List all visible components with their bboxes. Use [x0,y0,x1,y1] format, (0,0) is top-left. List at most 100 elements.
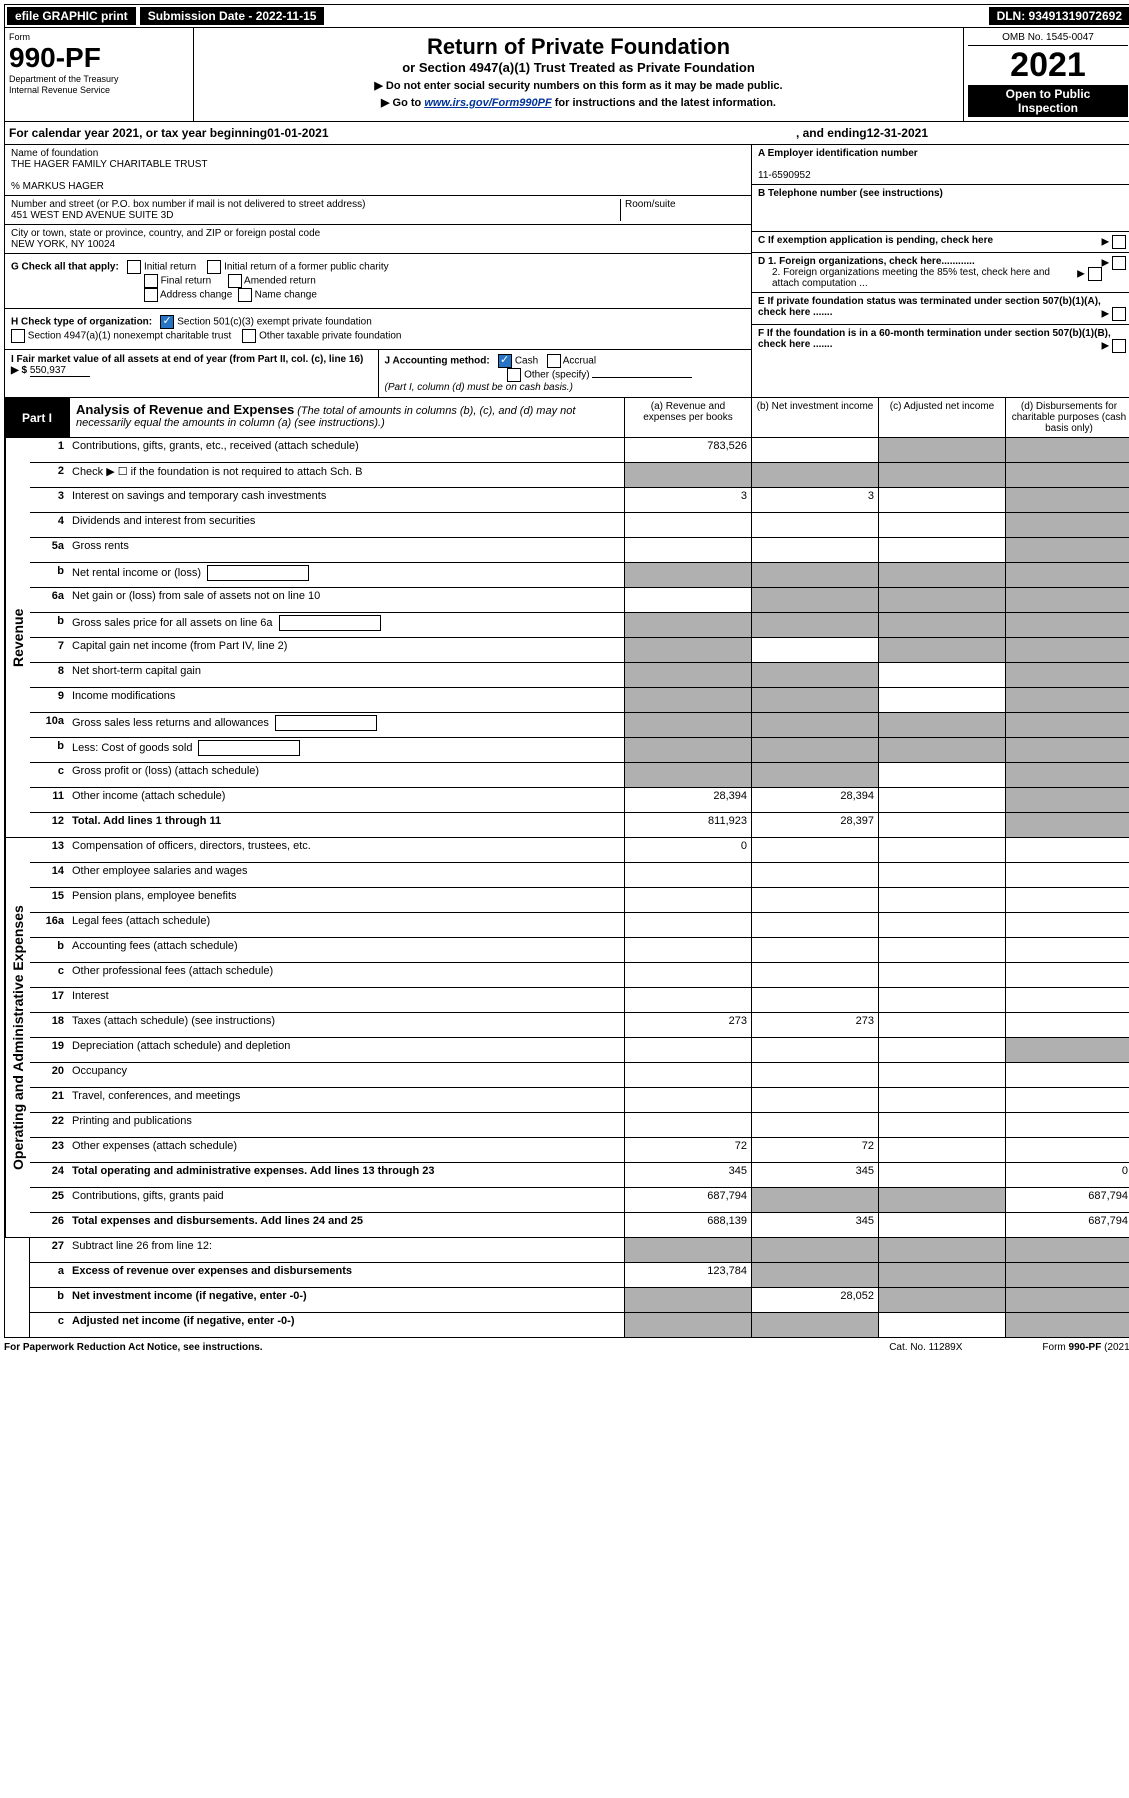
h-opt-2: Section 4947(a)(1) nonexempt charitable … [28,331,231,342]
line-number: 3 [30,488,68,512]
cell-a [624,988,751,1012]
cell-d [1005,763,1129,787]
c-checkbox[interactable] [1112,235,1126,249]
name-change-checkbox[interactable] [238,288,252,302]
cell-a: 273 [624,1013,751,1037]
cell-b: 3 [751,488,878,512]
col-a-head: (a) Revenue and expenses per books [624,398,751,437]
line-number: a [30,1263,68,1287]
col-c-head: (c) Adjusted net income [878,398,1005,437]
ssn-warning: ▶ Do not enter social security numbers o… [200,79,957,92]
e-checkbox[interactable] [1112,307,1126,321]
cell-c [878,1188,1005,1212]
line-desc: Other income (attach schedule) [68,788,624,812]
cell-c [878,638,1005,662]
line-desc: Income modifications [68,688,624,712]
d2-checkbox[interactable] [1088,267,1102,281]
4947a1-checkbox[interactable] [11,329,25,343]
year-block: OMB No. 1545-0047 2021 Open to PublicIns… [963,28,1129,121]
cell-b: 28,397 [751,813,878,837]
address-change-checkbox[interactable] [144,288,158,302]
line-desc: Other employee salaries and wages [68,863,624,887]
line-number: 5a [30,538,68,562]
cell-a [624,1063,751,1087]
line-desc: Total operating and administrative expen… [68,1163,624,1187]
entity-row: Name of foundation THE HAGER FAMILY CHAR… [4,145,1129,398]
line-27b: bNet investment income (if negative, ent… [30,1288,1129,1313]
d1-checkbox[interactable] [1112,256,1126,270]
line-number: 2 [30,463,68,487]
instructions-link[interactable]: www.irs.gov/Form990PF [424,97,551,109]
a-label: A Employer identification number [758,148,918,159]
caly-begin: 01-01-2021 [267,126,328,140]
cell-a [624,638,751,662]
cell-b [751,913,878,937]
revenue-side-label: Revenue [5,438,30,837]
cell-a [624,613,751,637]
line-16b: bAccounting fees (attach schedule) [30,938,1129,963]
cell-d [1005,1038,1129,1062]
cell-a [624,663,751,687]
cell-a [624,1088,751,1112]
cell-c [878,763,1005,787]
cell-c [878,563,1005,587]
efile-graphic-print-button[interactable]: efile GRAPHIC print [7,7,136,25]
cell-d: 687,794 [1005,1188,1129,1212]
c-label: C If exemption application is pending, c… [758,235,993,246]
part1-header: Part I Analysis of Revenue and Expenses … [4,398,1129,438]
cell-a: 345 [624,1163,751,1187]
form-number: 990-PF [9,42,189,74]
street-address: 451 WEST END AVENUE SUITE 3D [11,210,173,221]
f-checkbox[interactable] [1112,339,1126,353]
line-desc: Net rental income or (loss) [68,563,624,587]
line-2: 2Check ▶ ☐ if the foundation is not requ… [30,463,1129,488]
cell-a [624,738,751,762]
cell-c [878,588,1005,612]
revenue-body: 1Contributions, gifts, grants, etc., rec… [30,438,1129,837]
cell-c [878,838,1005,862]
net-table: 27Subtract line 26 from line 12:aExcess … [4,1238,1129,1338]
cell-c [878,1038,1005,1062]
line-desc: Accounting fees (attach schedule) [68,938,624,962]
inline-amount-box[interactable] [275,715,377,731]
line-number: b [30,1288,68,1312]
inline-amount-box[interactable] [207,565,309,581]
g-label: G Check all that apply: [11,262,119,273]
cell-c [878,1063,1005,1087]
name-label: Name of foundation [11,148,98,159]
cell-d: 0 [1005,1163,1129,1187]
initial-former-checkbox[interactable] [207,260,221,274]
other-taxable-checkbox[interactable] [242,329,256,343]
cell-d [1005,538,1129,562]
cell-a [624,1113,751,1137]
g-opt-2: Address change [160,290,232,301]
line-number: 9 [30,688,68,712]
line-11: 11Other income (attach schedule)28,39428… [30,788,1129,813]
amended-return-checkbox[interactable] [228,274,242,288]
b-label: B Telephone number (see instructions) [758,188,943,199]
cash-checkbox[interactable] [498,354,512,368]
cell-a: 72 [624,1138,751,1162]
final-return-checkbox[interactable] [144,274,158,288]
accrual-checkbox[interactable] [547,354,561,368]
inline-amount-box[interactable] [279,615,381,631]
cell-a [624,863,751,887]
line-20: 20Occupancy [30,1063,1129,1088]
cell-a [624,1313,751,1337]
line-desc: Total expenses and disbursements. Add li… [68,1213,624,1237]
line-number: 22 [30,1113,68,1137]
inline-amount-box[interactable] [198,740,300,756]
line-number: b [30,563,68,587]
501c3-checkbox[interactable] [160,315,174,329]
cell-c [878,1238,1005,1262]
line-21: 21Travel, conferences, and meetings [30,1088,1129,1113]
h-block: H Check type of organization: Section 50… [5,309,751,350]
initial-return-checkbox[interactable] [127,260,141,274]
other-method-checkbox[interactable] [507,368,521,382]
line-8: 8Net short-term capital gain [30,663,1129,688]
cell-b: 273 [751,1013,878,1037]
part1-label: Part I [5,398,70,437]
cell-b [751,538,878,562]
col-b-head: (b) Net investment income [751,398,878,437]
page-footer: For Paperwork Reduction Act Notice, see … [4,1338,1129,1353]
